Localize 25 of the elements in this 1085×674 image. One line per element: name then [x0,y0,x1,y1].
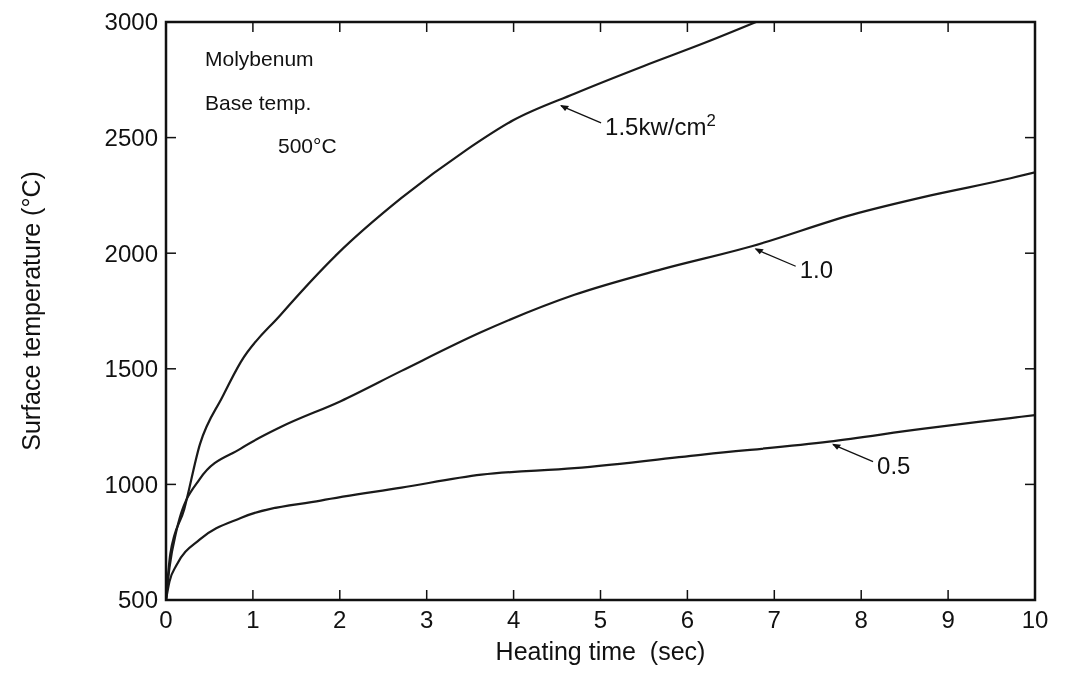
annotation: 1.0 [799,256,834,284]
y-tick-label: 2500 [104,124,158,151]
annotation: Molybenum [205,47,314,70]
y-tick-label: 500 [117,586,158,614]
x-tick-label: 9 [941,606,955,633]
x-tick-label: 10 [1021,606,1049,633]
x-tick-label: 5 [593,606,608,633]
y-tick-label: 3000 [104,8,158,36]
x-tick-label: 8 [854,606,868,633]
y-axis-title: Surface temperature (°C) [17,171,45,451]
y-tick-label: 1000 [104,470,158,498]
x-tick-label: 1 [246,606,260,633]
annotation: Base temp. [205,91,312,114]
x-tick-label: 3 [420,606,434,633]
y-tick-label: 2000 [104,239,158,267]
y-tick-label: 1500 [104,355,158,383]
x-tick-label: 0 [159,606,173,633]
annotation: 1.5kw/cm$^{2}$ [605,110,716,140]
x-tick-label: 6 [680,606,695,633]
annotation: 500°C [278,134,337,157]
annotation: 0.5 [877,451,911,479]
x-tick-label: 4 [506,606,521,633]
x-axis-title: Heating time (sec) [495,637,706,665]
x-tick-label: 7 [767,606,781,633]
x-tick-label: 2 [333,606,347,633]
